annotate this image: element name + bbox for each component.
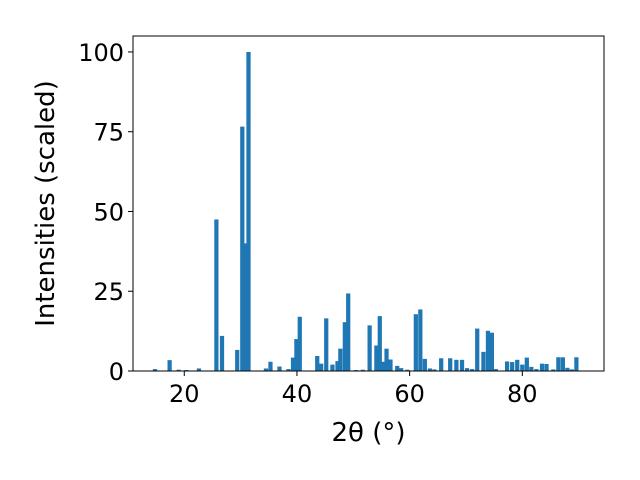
y-axis-label: Intensities (scaled) — [31, 80, 61, 327]
bar-5 — [214, 219, 219, 371]
x-axis-ticks: 20 40 60 80 — [169, 371, 538, 408]
bar-55 — [515, 359, 520, 371]
bar-53 — [504, 361, 510, 371]
bar-41 — [432, 369, 437, 371]
x-tick-label-0: 20 — [169, 380, 200, 408]
bar-17 — [297, 316, 302, 371]
bar-1 — [167, 360, 172, 371]
bar-29 — [374, 345, 379, 371]
bar-56 — [520, 364, 525, 371]
bar-49 — [481, 351, 486, 371]
y-tick-label-3: 75 — [93, 119, 124, 147]
bar-27 — [360, 369, 365, 371]
x-axis-label: 2θ (°) — [331, 418, 405, 448]
x-tick-label-2: 60 — [394, 380, 425, 408]
y-tick-label-2: 50 — [93, 198, 124, 226]
bar-32 — [384, 348, 389, 371]
bar-52 — [493, 369, 498, 371]
x-tick-label-1: 40 — [282, 380, 313, 408]
bar-21 — [330, 364, 335, 371]
bar-31 — [381, 361, 386, 371]
y-axis-ticks: 0 25 50 75 100 — [78, 39, 133, 386]
bar-57 — [524, 357, 529, 371]
bar-46 — [464, 368, 470, 371]
bar-4 — [196, 368, 202, 371]
bars-group — [152, 51, 579, 371]
bar-43 — [448, 358, 453, 371]
bar-64 — [560, 357, 565, 371]
bar-58 — [529, 366, 534, 371]
bar-9 — [243, 243, 248, 371]
bar-59 — [534, 369, 539, 371]
bar-51 — [489, 332, 494, 371]
bar-38 — [418, 309, 423, 371]
bar-50 — [485, 330, 491, 371]
bar-2 — [176, 369, 181, 371]
bar-0 — [152, 369, 158, 371]
bar-35 — [399, 368, 404, 371]
bar-47 — [470, 369, 475, 371]
bar-18 — [315, 356, 320, 371]
bar-25 — [346, 293, 351, 371]
y-tick-label-0: 0 — [109, 358, 124, 386]
bar-42 — [439, 358, 444, 371]
bar-8 — [240, 126, 245, 371]
bar-54 — [510, 362, 515, 371]
bar-67 — [574, 357, 579, 371]
bar-14 — [286, 369, 291, 371]
bar-20 — [324, 318, 329, 371]
bar-33 — [388, 359, 393, 371]
bar-30 — [377, 316, 382, 371]
bar-24 — [342, 322, 347, 371]
bar-39 — [422, 358, 427, 371]
y-tick-label-1: 25 — [93, 278, 124, 306]
bar-6 — [219, 335, 225, 371]
bar-16 — [294, 339, 299, 371]
bar-10 — [246, 51, 251, 371]
bar-15 — [290, 357, 296, 371]
bar-63 — [556, 357, 561, 371]
bar-66 — [569, 369, 574, 371]
bar-61 — [544, 363, 549, 371]
bar-48 — [475, 328, 480, 371]
bar-7 — [235, 349, 240, 371]
bar-23 — [338, 348, 343, 371]
bar-13 — [277, 366, 282, 371]
bar-40 — [427, 368, 433, 371]
bar-37 — [413, 314, 418, 371]
bar-11 — [263, 368, 269, 371]
bar-45 — [459, 359, 465, 371]
bar-12 — [268, 361, 273, 371]
y-tick-label-4: 100 — [78, 39, 124, 67]
x-tick-label-3: 80 — [507, 380, 538, 408]
bar-62 — [551, 369, 556, 371]
bar-44 — [454, 359, 459, 371]
bar-28 — [367, 325, 372, 371]
bar-19 — [319, 363, 324, 371]
plot-frame — [132, 35, 605, 372]
bar-60 — [539, 363, 545, 371]
bar-34 — [395, 365, 400, 371]
bar-22 — [335, 361, 340, 371]
bar-36 — [405, 369, 410, 371]
bar-65 — [565, 367, 570, 371]
